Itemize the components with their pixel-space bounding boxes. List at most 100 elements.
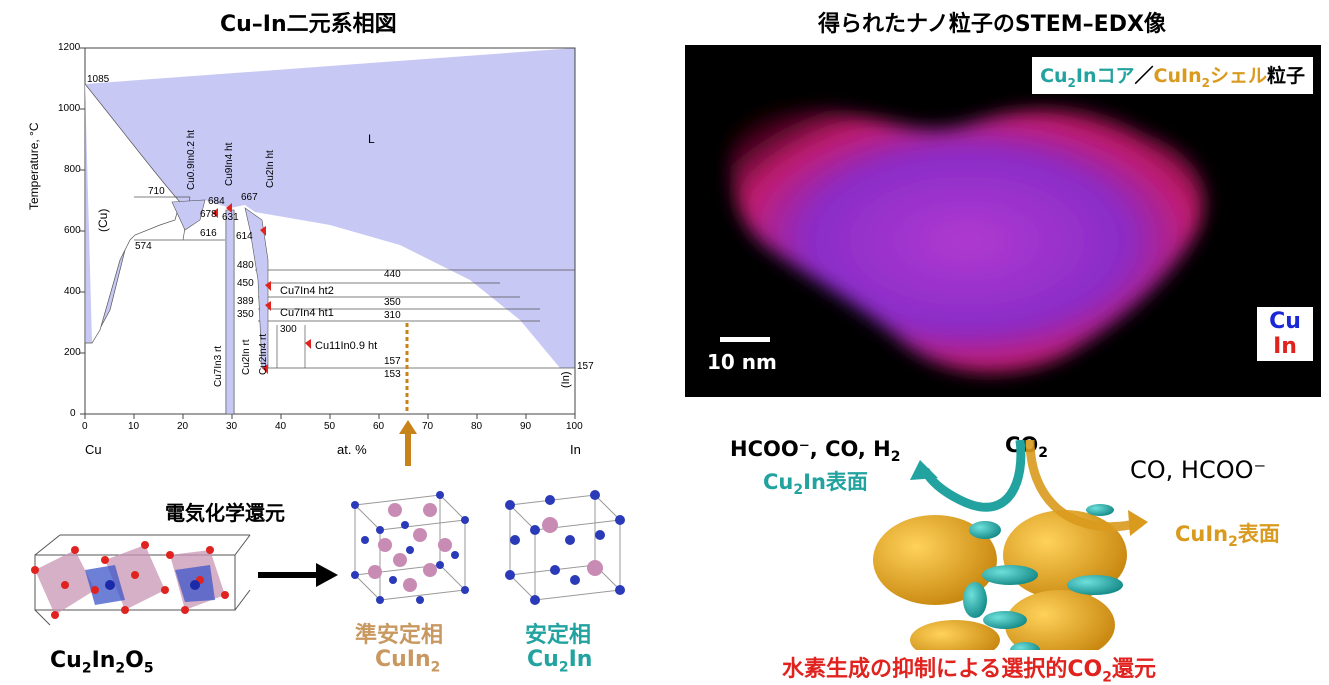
surface-sub: 2 [1228, 534, 1238, 551]
temp-label: 710 [148, 186, 165, 197]
right-arrow-icon [258, 563, 338, 587]
x-tick: 40 [275, 421, 287, 432]
phase-label: Cu0.9In0.2 ht [186, 129, 197, 190]
stem-legend: Cu2Inコア／CuIn2シェル粒子 [1032, 57, 1313, 94]
surface-a: CuIn [1175, 522, 1229, 546]
legend-sep: ／ [1134, 65, 1154, 87]
temp-label: 153 [384, 369, 401, 380]
nanoparticle-map [729, 109, 1205, 373]
compound-label: Cu2In2O5 [50, 648, 154, 676]
stable-label: 安定相 [525, 623, 592, 648]
phase-diagram [80, 47, 576, 419]
y-tick: 1200 [58, 42, 81, 53]
y-tick: 200 [64, 347, 81, 358]
x-tick: 30 [226, 421, 238, 432]
up-arrow-icon [399, 420, 417, 466]
legend-sub: 2 [1201, 75, 1210, 90]
formula-end: In [568, 647, 593, 672]
phase-label: Cu2In rt [241, 339, 252, 375]
temp-label: 350 [384, 297, 401, 308]
right-products: CO, HCOO⁻ [1130, 456, 1267, 484]
temp-label: 1085 [87, 74, 110, 85]
compound-base: Cu [50, 648, 82, 673]
phase-label: Cu7In4 ht1 [280, 307, 334, 319]
left-title: Cu–In二元系相図 [220, 12, 397, 37]
stable-formula: Cu2In [527, 647, 592, 675]
co2-sub: 2 [1038, 445, 1049, 462]
temp-label: 450 [237, 278, 254, 289]
phase-label: Cu7In4 ht2 [280, 285, 334, 297]
surface-a: Cu [763, 470, 794, 494]
cuin2-crystal [351, 491, 469, 604]
temp-label: 157 [577, 361, 594, 372]
conclusion-a: 水素生成の抑制による選択的CO [782, 657, 1103, 682]
scale-bar-label: 10 nm [707, 350, 777, 374]
x-axis-right: In [570, 442, 581, 457]
y-tick: 0 [70, 408, 76, 419]
surface-b: In表面 [803, 470, 868, 494]
x-tick: 0 [82, 421, 88, 432]
phase-label: Cu9In4 ht [224, 142, 235, 186]
legend-shell: シェル [1209, 65, 1267, 87]
formula-sub: 2 [558, 659, 569, 676]
cuin2-surface-label: CuIn2表面 [1175, 518, 1280, 550]
x-axis-left: Cu [85, 442, 102, 457]
stem-edx-image: Cu2Inコア／CuIn2シェル粒子 10 nm Cu In [685, 45, 1321, 397]
x-tick: 20 [177, 421, 189, 432]
temp-label: 480 [237, 260, 254, 271]
y-tick: 800 [64, 164, 81, 175]
x-tick: 10 [128, 421, 140, 432]
legend-cu: Cu [1040, 65, 1068, 87]
cu2in2o5-structure [31, 534, 251, 626]
y-tick: 400 [64, 286, 81, 297]
metastable-formula: CuIn2 [375, 647, 440, 675]
compound-mid: In [91, 648, 116, 673]
formula-sub: 2 [430, 659, 441, 676]
legend-core: Inコア [1075, 65, 1135, 87]
temp-label: 440 [384, 269, 401, 280]
phase-label: Cu2In4 rt [258, 333, 269, 375]
legend-particle: 粒子 [1266, 65, 1305, 87]
temp-label: 678 [200, 209, 217, 220]
compound-end: O [125, 648, 144, 673]
conclusion-sub: 2 [1102, 669, 1112, 685]
x-tick: 80 [471, 421, 483, 432]
cu-phase-label: (Cu) [96, 208, 110, 232]
y-axis-label: Temperature, °C [27, 122, 41, 211]
temp-label: 574 [135, 241, 152, 252]
phase-label: Cu7In3 rt [213, 345, 224, 387]
x-axis-label: at. % [337, 442, 367, 457]
metastable-label: 準安定相 [355, 623, 444, 648]
element-cu: Cu [1269, 309, 1301, 334]
temp-label: 631 [222, 212, 239, 223]
legend-sub: 2 [1067, 75, 1076, 90]
surface-sub: 2 [793, 482, 804, 499]
compound-sub: 5 [143, 660, 154, 677]
temp-label: 614 [236, 231, 253, 242]
x-tick: 90 [520, 421, 532, 432]
temp-label: 300 [280, 324, 297, 335]
temp-label: 616 [200, 228, 217, 239]
y-tick: 600 [64, 225, 81, 236]
left-products: HCOO⁻, CO, H2 [730, 437, 900, 465]
x-tick: 60 [373, 421, 385, 432]
conclusion-text: 水素生成の抑制による選択的CO2還元 [782, 651, 1156, 685]
x-tick: 50 [324, 421, 336, 432]
surface-b: 表面 [1237, 522, 1280, 546]
in-phase-label: (In) [560, 371, 572, 389]
phase-label: Cu2In ht [265, 150, 276, 188]
formula-base: Cu [527, 647, 559, 672]
element-in: In [1273, 334, 1297, 359]
formula-base: CuIn [375, 647, 431, 672]
products-text: HCOO⁻, CO, H [730, 437, 891, 461]
temp-label: 157 [384, 356, 401, 367]
temp-label: 310 [384, 310, 401, 321]
compound-sub: 2 [81, 660, 92, 677]
catalyst-illustration [873, 504, 1127, 650]
temp-label: 350 [237, 309, 254, 320]
y-tick: 1000 [58, 103, 81, 114]
conclusion-b: 還元 [1111, 657, 1156, 682]
temp-label: 667 [241, 192, 258, 203]
products-sub: 2 [890, 449, 901, 466]
right-title: 得られたナノ粒子のSTEM–EDX像 [818, 12, 1166, 37]
